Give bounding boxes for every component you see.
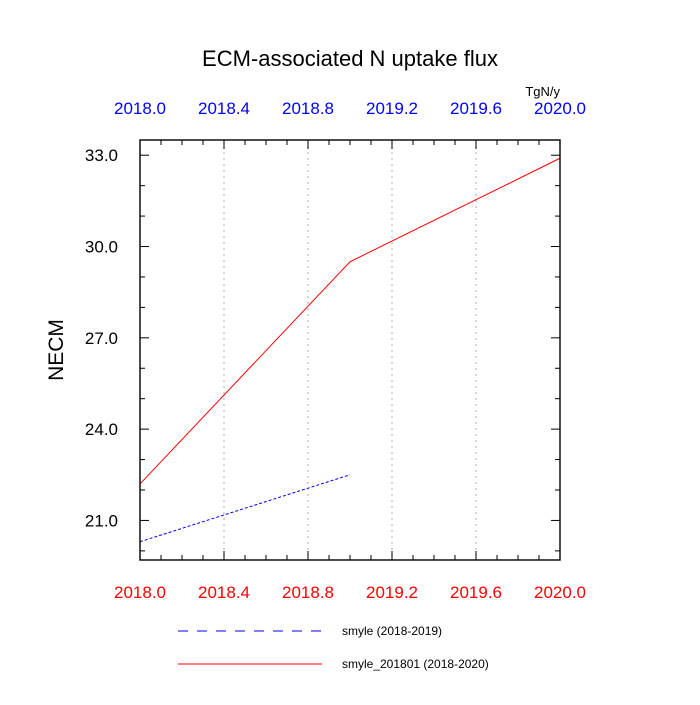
x-tick-label-top: 2018.8 <box>282 99 334 118</box>
series-layer <box>139 157 561 543</box>
x-tick-label-top: 2018.4 <box>198 99 250 118</box>
y-tick-label: 33.0 <box>85 146 118 165</box>
ticks-layer <box>139 140 561 560</box>
y-tick-label: 21.0 <box>85 511 118 530</box>
x-tick-label-top: 2020.0 <box>534 99 586 118</box>
x-tick-label-top: 2019.6 <box>450 99 502 118</box>
x-tick-label-top: 2018.0 <box>114 99 166 118</box>
x-tick-label-bottom: 2020.0 <box>534 583 586 602</box>
series-line-2 <box>139 157 561 485</box>
labels-layer: 2018.0 2018.0 2018.4 2018.4 2018.8 2018.8 2019… <box>85 99 586 602</box>
plot-frame <box>139 139 561 561</box>
legend-label-2: smyle_201801 (2018-2020) <box>342 657 489 671</box>
y-tick-label: 24.0 <box>85 420 118 439</box>
x-tick-label-bottom: 2019.6 <box>450 583 502 602</box>
units-label: TgN/y <box>525 84 560 99</box>
y-tick-label: 27.0 <box>85 329 118 348</box>
y-tick-label: 30.0 <box>85 238 118 257</box>
x-tick-label-top: 2019.2 <box>366 99 418 118</box>
x-tick-label-bottom: 2018.0 <box>114 583 166 602</box>
x-tick-label-bottom: 2018.4 <box>198 583 250 602</box>
x-tick-label-bottom: 2019.2 <box>366 583 418 602</box>
chart-title: ECM-associated N uptake flux <box>202 46 498 71</box>
series-line-1 <box>139 474 351 543</box>
legend-label-1: smyle (2018-2019) <box>342 624 442 638</box>
x-tick-label-bottom: 2018.8 <box>282 583 334 602</box>
y-axis-label: NECM <box>45 319 68 381</box>
legend-layer: smyle (2018-2019) smyle_201801 (2018-2020… <box>178 624 489 671</box>
grid-layer <box>223 140 477 560</box>
